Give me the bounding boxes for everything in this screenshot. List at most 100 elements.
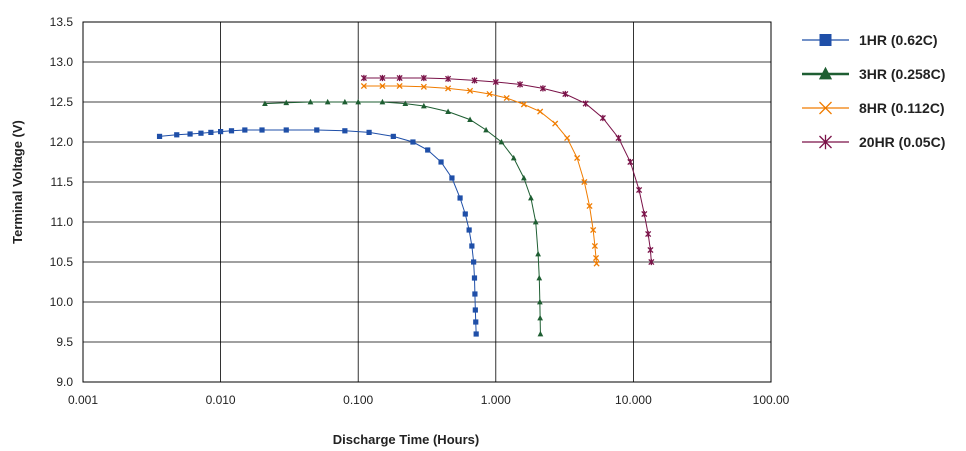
data-point [636, 186, 643, 194]
data-point [360, 82, 367, 90]
series-3 [360, 82, 600, 267]
x-tick-label: 0.100 [343, 393, 373, 407]
data-point [472, 307, 478, 313]
y-tick-labels: 9.0 9.5 10.0 10.5 11.0 11.5 12.0 12.5 13.0 13.5 [50, 15, 74, 389]
data-point [627, 158, 634, 166]
data-point [438, 159, 444, 165]
data-point [471, 259, 477, 265]
data-point [647, 246, 654, 254]
data-point [198, 130, 204, 136]
data-point [420, 102, 427, 109]
data-point [445, 85, 452, 92]
legend-label: 1HR (0.62C) [859, 32, 938, 48]
y-tick-label: 13.0 [50, 55, 74, 69]
x-tick-label: 100.00 [753, 393, 790, 407]
y-tick-label: 10.0 [50, 295, 74, 309]
data-point [467, 116, 473, 122]
plot-frame [82, 21, 772, 383]
data-point [599, 114, 606, 122]
data-point [420, 83, 427, 90]
data-point [420, 74, 427, 82]
data-point [342, 128, 348, 134]
data-point [516, 81, 524, 88]
data-point [360, 74, 367, 82]
legend-item-2: 3HR (0.258C) [802, 66, 945, 82]
data-point [510, 154, 517, 161]
legend-marker [819, 134, 832, 150]
data-point [562, 90, 569, 98]
y-tick-label: 12.0 [50, 135, 74, 149]
series-4 [360, 74, 655, 266]
data-point [469, 243, 475, 249]
data-point [536, 298, 543, 305]
data-point [581, 178, 588, 186]
data-point [472, 291, 478, 297]
legend-item-1: 1HR (0.62C) [802, 32, 938, 48]
series-group [156, 74, 655, 337]
data-point [228, 128, 235, 134]
data-point [564, 134, 571, 142]
y-tick-label: 11.0 [51, 215, 74, 229]
data-point [592, 254, 600, 262]
x-tick-label: 10.000 [615, 393, 652, 407]
y-tick-label: 11.5 [51, 175, 74, 189]
data-point [498, 138, 505, 145]
data-point [471, 77, 478, 84]
x-tick-label: 1.000 [481, 393, 511, 407]
data-point [641, 210, 648, 218]
x-tick-labels: 0.001 0.010 0.100 1.000 10.000 100.00 [68, 393, 790, 407]
data-point [520, 101, 527, 108]
legend-label: 20HR (0.05C) [859, 134, 945, 150]
y-tick-label: 10.5 [50, 255, 74, 269]
grid-lines [82, 21, 772, 383]
data-point [591, 242, 598, 250]
data-point [259, 127, 265, 133]
data-point [539, 85, 546, 92]
series-2 [262, 98, 544, 337]
data-point [355, 98, 362, 105]
data-point [552, 120, 559, 127]
series-line [159, 129, 477, 335]
data-point [492, 78, 499, 86]
data-point [537, 108, 544, 115]
data-point [574, 154, 581, 162]
data-point [615, 134, 622, 142]
data-point [410, 139, 416, 145]
data-point [537, 330, 544, 337]
data-point [218, 129, 224, 135]
y-axis-title: Terminal Voltage (V) [10, 120, 25, 244]
data-point [648, 258, 655, 266]
data-point [466, 87, 474, 94]
data-point [471, 275, 478, 281]
data-point [590, 226, 597, 234]
data-point [462, 211, 468, 217]
data-point [262, 100, 268, 106]
data-point [402, 100, 409, 106]
series-1 [156, 127, 479, 337]
data-point [457, 195, 463, 201]
data-point [342, 98, 348, 105]
data-point [156, 133, 163, 139]
data-point [379, 74, 386, 82]
data-point [366, 129, 372, 135]
data-point [379, 98, 386, 105]
data-point [390, 133, 396, 139]
data-point [314, 127, 320, 133]
data-point [586, 202, 593, 210]
data-point [379, 82, 386, 90]
data-point [528, 194, 534, 201]
x-axis-title: Discharge Time (Hours) [333, 432, 479, 447]
data-point [449, 175, 455, 181]
legend-marker [818, 66, 833, 80]
data-point [473, 331, 479, 337]
x-tick-label: 0.001 [68, 393, 98, 407]
data-point [283, 99, 290, 106]
y-tick-label: 9.5 [56, 335, 73, 349]
legend: 1HR (0.62C) 3HR (0.258C) 8HR (0.112C) 20HR … [802, 32, 945, 150]
data-point [537, 314, 543, 321]
y-tick-label: 12.5 [50, 95, 74, 109]
legend-item-3: 8HR (0.112C) [802, 100, 945, 116]
data-point [396, 82, 403, 90]
data-point [593, 260, 600, 267]
data-point [532, 218, 539, 225]
